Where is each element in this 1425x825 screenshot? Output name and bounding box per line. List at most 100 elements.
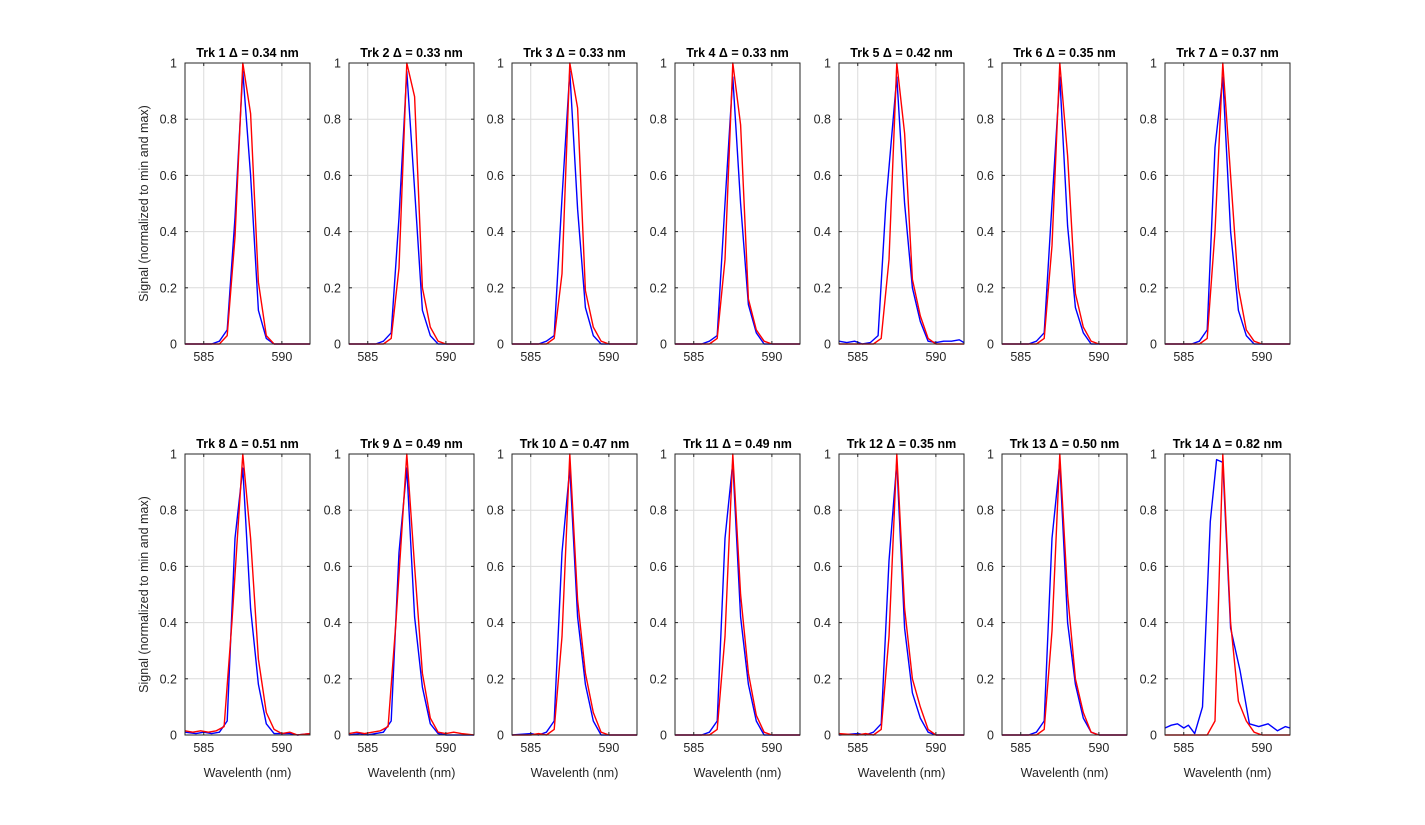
y-tick-label: 0.8 (650, 504, 667, 518)
subplot-title: Trk 12 Δ = 0.35 nm (847, 437, 956, 451)
y-tick-label: 0.4 (160, 225, 177, 239)
subplot-10: 585 590 0 0.2 0.4 0.6 0.8 1 Trk 10 Δ = 0.47 nm Wa… (487, 437, 638, 780)
x-tick-label: 585 (357, 741, 378, 755)
subplot-6: 585 590 0 0.2 0.4 0.6 0.8 1 Trk 6 Δ = 0.35 nm (977, 46, 1128, 364)
y-tick-label: 0.4 (1140, 616, 1157, 630)
subplot-title: Trk 11 Δ = 0.49 nm (683, 437, 792, 451)
y-tick-label: 0.4 (814, 225, 831, 239)
y-tick-label: 0.6 (650, 169, 667, 183)
x-tick-label: 585 (193, 350, 214, 364)
y-tick-label: 0.2 (487, 672, 504, 686)
y-tick-label: 0.8 (1140, 504, 1157, 518)
subplot-2: 585 590 0 0.2 0.4 0.6 0.8 1 Trk 2 Δ = 0.33 nm (324, 46, 475, 364)
y-tick-label: 1 (170, 448, 177, 462)
x-axis-label: Wavelenth (nm) (204, 766, 292, 780)
y-tick-label: 1 (824, 57, 831, 71)
y-tick-label: 0.2 (814, 672, 831, 686)
y-tick-label: 1 (334, 57, 341, 71)
y-tick-label: 0.2 (977, 672, 994, 686)
x-tick-label: 585 (193, 741, 214, 755)
x-tick-label: 590 (598, 350, 619, 364)
y-tick-label: 0.4 (160, 616, 177, 630)
x-axis-label: Wavelenth (nm) (1184, 766, 1272, 780)
series-line-blue (1164, 458, 1291, 735)
y-tick-label: 0.2 (160, 672, 177, 686)
subplot-5: 585 590 0 0.2 0.4 0.6 0.8 1 Trk 5 Δ = 0.42 nm (814, 46, 965, 364)
x-tick-label: 590 (435, 741, 456, 755)
axes-box (674, 453, 801, 736)
x-tick-label: 590 (1251, 350, 1272, 364)
x-tick-label: 585 (1010, 741, 1031, 755)
y-tick-label: 0.8 (814, 113, 831, 127)
y-tick-label: 0.8 (160, 113, 177, 127)
y-tick-label: 0.4 (977, 225, 994, 239)
y-tick-label: 0.8 (977, 113, 994, 127)
subplot-1: 585 590 0 0.2 0.4 0.6 0.8 1 Trk 1 Δ = 0.34 nm Sig… (137, 46, 311, 364)
axes-box (348, 62, 475, 345)
axes-box (1001, 453, 1128, 736)
axes-box (674, 62, 801, 345)
subplot-9: 585 590 0 0.2 0.4 0.6 0.8 1 Trk 9 Δ = 0.49 nm Wav… (324, 437, 475, 780)
y-tick-label: 0 (824, 729, 831, 743)
series-line-blue (838, 76, 965, 345)
subplot-13: 585 590 0 0.2 0.4 0.6 0.8 1 Trk 13 Δ = 0.50 nm Wa… (977, 437, 1128, 780)
subplot-11: 585 590 0 0.2 0.4 0.6 0.8 1 Trk 11 Δ = 0.49 nm Wa… (650, 437, 801, 780)
axes-box (511, 453, 638, 736)
y-tick-label: 0.4 (487, 616, 504, 630)
y-tick-label: 0 (660, 338, 667, 352)
y-tick-label: 0.6 (977, 169, 994, 183)
subplot-title: Trk 6 Δ = 0.35 nm (1013, 46, 1115, 60)
y-tick-label: 1 (1150, 448, 1157, 462)
y-tick-label: 1 (497, 57, 504, 71)
y-tick-label: 0 (497, 338, 504, 352)
subplot-title: Trk 3 Δ = 0.33 nm (523, 46, 625, 60)
y-tick-label: 0 (660, 729, 667, 743)
subplot-12: 585 590 0 0.2 0.4 0.6 0.8 1 Trk 12 Δ = 0.35 nm Wa… (814, 437, 965, 780)
subplot-title: Trk 9 Δ = 0.49 nm (360, 437, 462, 451)
subplot-title: Trk 14 Δ = 0.82 nm (1173, 437, 1282, 451)
x-tick-label: 585 (1010, 350, 1031, 364)
x-tick-label: 585 (847, 741, 868, 755)
x-tick-label: 590 (925, 741, 946, 755)
x-tick-label: 590 (271, 350, 292, 364)
x-tick-label: 590 (271, 741, 292, 755)
y-tick-label: 0.6 (814, 169, 831, 183)
axes-box (348, 453, 475, 736)
y-tick-label: 1 (824, 448, 831, 462)
y-tick-label: 1 (987, 448, 994, 462)
y-tick-label: 0 (497, 729, 504, 743)
x-tick-label: 585 (683, 741, 704, 755)
y-tick-label: 1 (170, 57, 177, 71)
y-tick-label: 0.8 (1140, 113, 1157, 127)
y-tick-label: 0.2 (160, 281, 177, 295)
x-tick-label: 590 (1088, 350, 1109, 364)
y-tick-label: 0.2 (977, 281, 994, 295)
series-line-red (184, 453, 311, 736)
y-tick-label: 0.8 (977, 504, 994, 518)
y-tick-label: 0.2 (650, 672, 667, 686)
axes-box (511, 62, 638, 345)
x-tick-label: 590 (598, 741, 619, 755)
y-tick-label: 0.6 (324, 169, 341, 183)
x-tick-label: 590 (761, 350, 782, 364)
y-tick-label: 0.6 (650, 560, 667, 574)
y-tick-label: 0.6 (1140, 560, 1157, 574)
y-tick-label: 0.2 (324, 672, 341, 686)
y-tick-label: 0.4 (650, 616, 667, 630)
subplot-title: Trk 10 Δ = 0.47 nm (520, 437, 629, 451)
x-tick-label: 590 (761, 741, 782, 755)
y-tick-label: 0 (1150, 338, 1157, 352)
y-tick-label: 0.2 (324, 281, 341, 295)
subplot-7: 585 590 0 0.2 0.4 0.6 0.8 1 Trk 7 Δ = 0.37 nm (1140, 46, 1291, 364)
subplot-title: Trk 13 Δ = 0.50 nm (1010, 437, 1119, 451)
y-tick-label: 0.4 (324, 616, 341, 630)
y-tick-label: 1 (660, 57, 667, 71)
x-tick-label: 585 (683, 350, 704, 364)
y-tick-label: 0.4 (814, 616, 831, 630)
y-tick-label: 1 (497, 448, 504, 462)
x-tick-label: 585 (357, 350, 378, 364)
x-axis-label: Wavelenth (nm) (531, 766, 619, 780)
x-tick-label: 585 (520, 741, 541, 755)
y-tick-label: 1 (1150, 57, 1157, 71)
y-tick-label: 0 (334, 338, 341, 352)
